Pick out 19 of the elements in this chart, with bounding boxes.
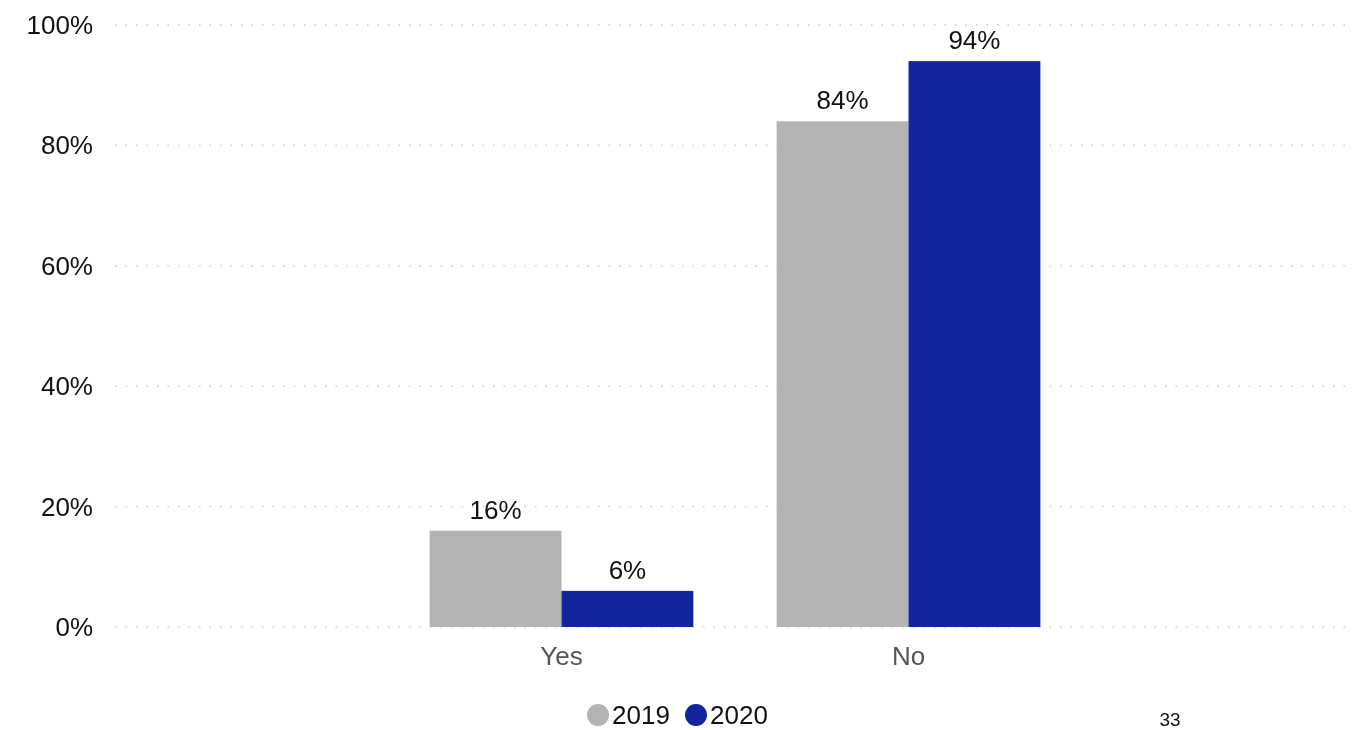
legend-label: 2019 [612, 700, 670, 730]
y-tick-label: 20% [40, 491, 93, 522]
bar [429, 530, 562, 627]
x-tick-label: Yes [540, 641, 583, 671]
y-tick-label: 60% [40, 250, 93, 281]
x-tick-label: No [891, 641, 926, 671]
bar [776, 121, 909, 627]
text: 33 [1159, 709, 1181, 730]
bar [561, 590, 694, 627]
y-tick-label: 80% [40, 130, 93, 161]
data-label: 16% [469, 494, 522, 525]
data-label: 6% [608, 554, 647, 585]
y-tick-label: 0% [55, 612, 93, 642]
legend-label: 2020 [710, 700, 768, 730]
data-label: 84% [816, 85, 869, 116]
y-tick-label: 100% [26, 10, 93, 40]
bar [908, 61, 1041, 627]
y-tick-label: 40% [40, 371, 93, 402]
data-label: 94% [948, 25, 1001, 56]
